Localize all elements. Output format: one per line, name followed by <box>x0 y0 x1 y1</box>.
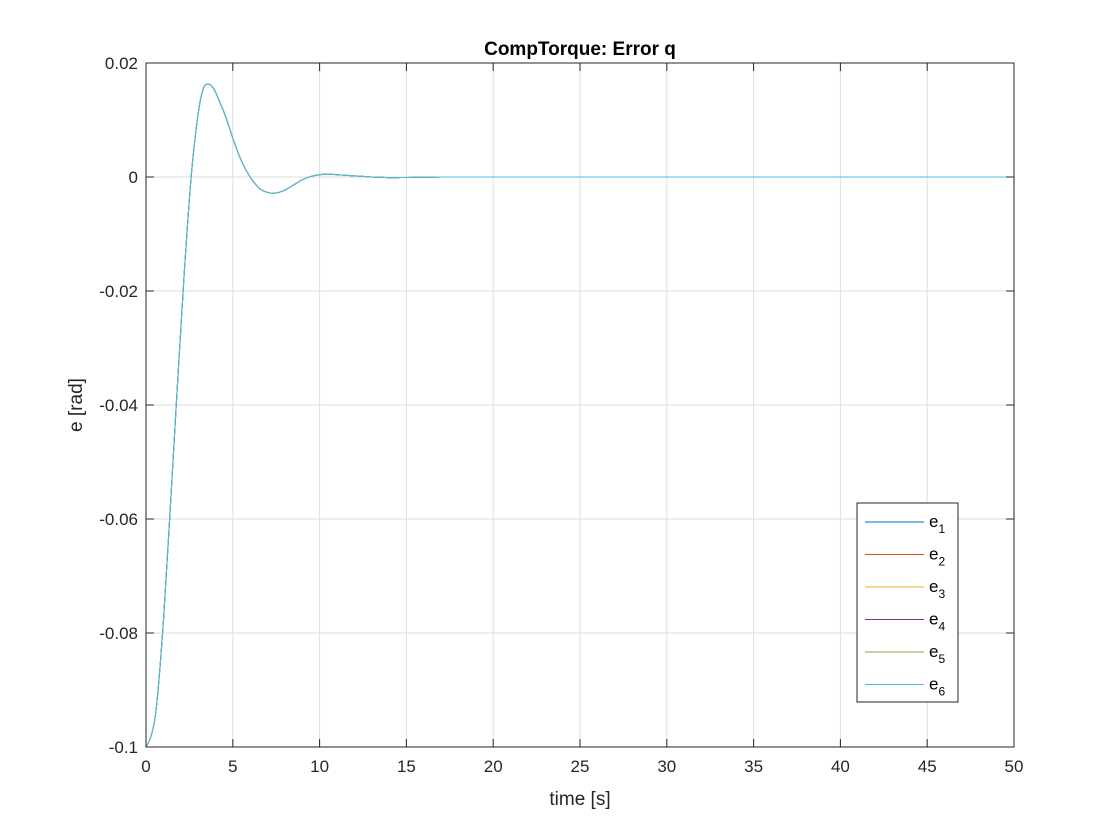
legend-label: e3 <box>929 577 945 601</box>
x-tick-label: 30 <box>657 757 676 776</box>
x-axis-label: time [s] <box>549 789 610 810</box>
x-tick-label: 20 <box>484 757 503 776</box>
legend-label: e6 <box>929 675 945 699</box>
legend-entry-4[interactable]: e4 <box>865 610 945 634</box>
y-tick-label: -0.02 <box>99 282 138 301</box>
y-tick-label: 0 <box>129 168 138 187</box>
x-tick-label: 5 <box>228 757 237 776</box>
legend-entry-1[interactable]: e1 <box>865 512 945 536</box>
legend-entry-5[interactable]: e5 <box>865 642 945 666</box>
legend[interactable]: e1 e2 e3 e4 e5 e6 <box>856 502 959 703</box>
x-tick-label: 45 <box>918 757 937 776</box>
x-tick-label: 40 <box>831 757 850 776</box>
y-tick-label: -0.08 <box>99 624 138 643</box>
x-tick-label: 50 <box>1005 757 1024 776</box>
series-line-6 <box>145 83 1014 748</box>
x-tick-label: 0 <box>141 757 150 776</box>
legend-entry-3[interactable]: e3 <box>865 577 945 601</box>
legend-label: e5 <box>929 642 945 666</box>
chart-title: CompTorque: Error q <box>484 39 676 60</box>
x-tick-label: 25 <box>571 757 590 776</box>
x-tick-label: 15 <box>397 757 416 776</box>
legend-entry-6[interactable]: e6 <box>865 675 945 699</box>
legend-label: e4 <box>929 610 945 634</box>
legend-box <box>856 502 959 703</box>
y-axis-label: e [rad] <box>66 378 87 432</box>
x-tick-label: 10 <box>310 757 329 776</box>
tick-marks <box>145 62 1015 748</box>
series-layer <box>145 83 1014 748</box>
y-tick-label: 0.02 <box>105 54 138 73</box>
legend-label: e1 <box>929 512 945 536</box>
legend-entry-2[interactable]: e2 <box>865 545 945 569</box>
y-tick-label: -0.06 <box>99 510 138 529</box>
y-tick-labels: 0.02 0 -0.02 -0.04 -0.06 -0.08 -0.1 <box>99 54 138 757</box>
y-tick-label: -0.1 <box>109 738 138 757</box>
x-tick-labels: 0 5 10 15 20 25 30 35 40 45 50 <box>141 757 1023 776</box>
y-tick-label: -0.04 <box>99 396 138 415</box>
legend-label: e2 <box>929 545 945 569</box>
x-tick-label: 35 <box>744 757 763 776</box>
